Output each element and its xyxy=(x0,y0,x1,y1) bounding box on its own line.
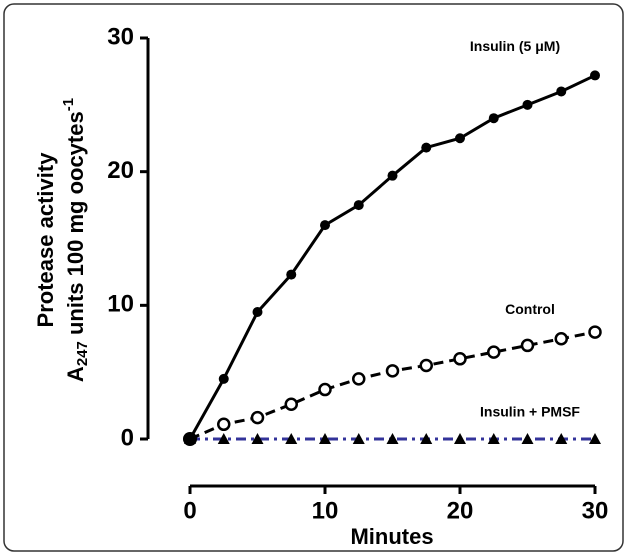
marker xyxy=(217,433,230,444)
marker xyxy=(420,433,433,444)
marker xyxy=(556,86,567,97)
marker xyxy=(454,433,466,444)
marker xyxy=(318,382,332,397)
marker xyxy=(251,433,264,444)
marker xyxy=(252,307,263,318)
y-label-base: A xyxy=(63,366,88,382)
marker xyxy=(386,433,399,444)
marker xyxy=(250,410,265,425)
marker xyxy=(320,220,330,231)
marker xyxy=(284,397,298,411)
series-label: Insulin (5 μM) xyxy=(470,38,560,54)
marker xyxy=(387,170,398,181)
series-label: Insulin + PMSF xyxy=(480,404,580,420)
marker xyxy=(285,433,298,444)
marker xyxy=(352,433,365,444)
marker xyxy=(421,142,432,153)
series-label: Control xyxy=(505,301,555,317)
x-tick-label: 20 xyxy=(447,497,474,524)
marker xyxy=(319,433,331,444)
x-axis-label: Minutes xyxy=(350,524,433,549)
marker xyxy=(520,338,535,353)
marker xyxy=(487,345,501,359)
y-label-line2: A247 units 100 mg oocytes-1 xyxy=(60,98,91,382)
marker xyxy=(217,417,231,432)
marker xyxy=(488,113,499,124)
y-axis-label: Protease activity A247 units 100 mg oocy… xyxy=(33,98,91,382)
marker xyxy=(521,433,534,444)
marker xyxy=(455,133,465,144)
marker xyxy=(286,269,297,280)
marker xyxy=(419,358,433,373)
marker xyxy=(589,433,601,444)
marker xyxy=(218,373,229,384)
y-label-sup: -1 xyxy=(60,98,77,111)
marker xyxy=(487,433,500,444)
x-tick-label: 10 xyxy=(312,497,339,524)
y-label-line1: Protease activity xyxy=(33,152,58,328)
marker xyxy=(352,372,366,386)
y-tick-label: 10 xyxy=(107,291,134,318)
frame xyxy=(3,3,624,552)
marker xyxy=(453,352,467,366)
y-tick-label: 20 xyxy=(107,157,134,184)
y-tick-label: 30 xyxy=(107,23,134,50)
marker xyxy=(554,332,568,346)
y-tick-label: 0 xyxy=(121,424,134,451)
marker xyxy=(522,99,533,110)
marker xyxy=(590,70,600,81)
y-label-sub: 247 xyxy=(74,341,91,366)
marker xyxy=(385,364,400,378)
marker xyxy=(183,432,197,446)
x-tick-label: 30 xyxy=(582,497,609,524)
marker xyxy=(588,325,602,339)
marker xyxy=(555,433,568,444)
marker xyxy=(353,200,364,211)
y-label-main: units 100 mg oocytes xyxy=(63,111,88,341)
x-tick-label: 0 xyxy=(183,497,196,524)
